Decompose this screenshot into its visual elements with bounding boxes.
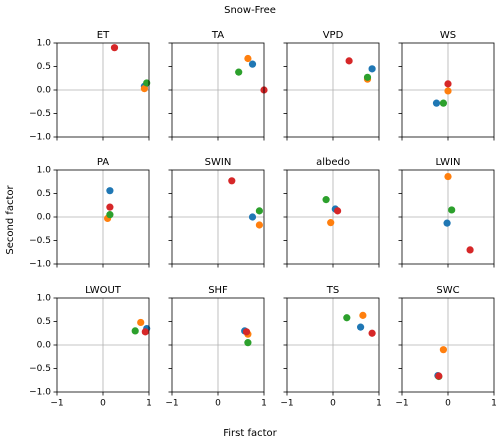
panel-title: albedo <box>316 157 350 168</box>
point <box>137 318 145 327</box>
panel-title: WS <box>440 30 456 41</box>
x-tick-label: 1 <box>376 399 382 409</box>
point <box>466 246 474 254</box>
panel-title: SWC <box>436 285 459 296</box>
y-tick-label: 1.0 <box>37 166 52 176</box>
point <box>368 329 376 337</box>
y-tick-label: 0.0 <box>37 86 52 96</box>
panel-title: SHF <box>208 285 228 296</box>
point <box>327 219 335 227</box>
point <box>439 99 447 107</box>
point <box>435 372 443 380</box>
x-tick-label: −1 <box>165 399 178 409</box>
point <box>140 84 148 93</box>
y-tick-label: 1.0 <box>37 39 52 49</box>
panel-frame <box>286 297 380 393</box>
point <box>248 60 257 68</box>
y-tick-label: −0.5 <box>29 236 51 246</box>
y-tick-label: −1.0 <box>29 133 51 143</box>
y-tick-label: 0.0 <box>37 341 52 351</box>
x-tick-label: 1 <box>261 399 267 409</box>
point <box>141 328 149 336</box>
y-tick-label: 0.5 <box>37 317 51 327</box>
point <box>439 346 447 354</box>
point <box>248 213 257 221</box>
point <box>106 203 114 211</box>
panel-title: ET <box>97 30 110 41</box>
panel-frame <box>171 169 265 265</box>
point <box>244 339 252 347</box>
point <box>363 73 372 81</box>
y-tick-label: −1.0 <box>29 388 51 398</box>
y-tick-label: 0.5 <box>37 189 51 199</box>
point <box>255 207 263 215</box>
point <box>235 68 243 76</box>
point <box>443 219 451 227</box>
panel-title: LWOUT <box>85 285 122 296</box>
panel-title: TS <box>326 285 339 296</box>
point <box>244 54 252 63</box>
panel-frame <box>401 42 495 138</box>
point <box>343 314 351 322</box>
point <box>334 207 342 215</box>
x-tick-label: 1 <box>491 399 497 409</box>
panel-title: VPD <box>323 30 344 41</box>
point <box>242 328 251 336</box>
y-tick-label: −0.5 <box>29 364 51 374</box>
point <box>357 323 365 331</box>
point <box>432 99 441 107</box>
x-tick-label: 0 <box>100 399 106 409</box>
panel-frame <box>56 42 150 138</box>
y-tick-label: 0.5 <box>37 62 51 72</box>
point <box>255 221 263 229</box>
panel-frame <box>171 42 265 138</box>
point <box>110 44 119 52</box>
panel-title: LWIN <box>436 157 461 168</box>
figure-title: Snow-Free <box>224 5 276 16</box>
panel-title: PA <box>97 157 109 168</box>
y-tick-label: −1.0 <box>29 260 51 270</box>
point <box>345 57 353 65</box>
x-tick-label: 0 <box>445 399 451 409</box>
point <box>143 79 151 87</box>
x-tick-label: 0 <box>330 399 336 409</box>
point <box>444 80 452 88</box>
panel-frame <box>401 169 495 265</box>
panel-frame <box>286 42 380 138</box>
y-axis-label: Second factor <box>5 184 16 254</box>
point <box>131 327 139 335</box>
panel-title: SWIN <box>205 157 232 168</box>
x-axis-label: First factor <box>223 428 277 439</box>
point <box>444 87 452 95</box>
y-tick-label: 0.0 <box>37 213 52 223</box>
point <box>359 311 367 319</box>
panel-frame <box>56 169 150 265</box>
x-tick-label: −1 <box>395 399 408 409</box>
point <box>228 177 236 185</box>
panel-frame <box>401 297 495 393</box>
point <box>322 196 330 204</box>
x-tick-label: 1 <box>146 399 152 409</box>
panel-frame <box>56 297 150 393</box>
y-tick-label: −0.5 <box>29 109 51 119</box>
panel-frame <box>171 297 265 393</box>
point <box>368 65 376 73</box>
x-tick-label: −1 <box>50 399 63 409</box>
x-tick-label: 0 <box>215 399 221 409</box>
point <box>106 187 114 195</box>
panel-title: TA <box>211 30 224 41</box>
x-tick-label: −1 <box>280 399 293 409</box>
y-tick-label: 1.0 <box>37 294 52 304</box>
point <box>444 172 452 181</box>
point <box>448 206 456 214</box>
point <box>106 211 114 219</box>
panel-frame <box>286 169 380 265</box>
